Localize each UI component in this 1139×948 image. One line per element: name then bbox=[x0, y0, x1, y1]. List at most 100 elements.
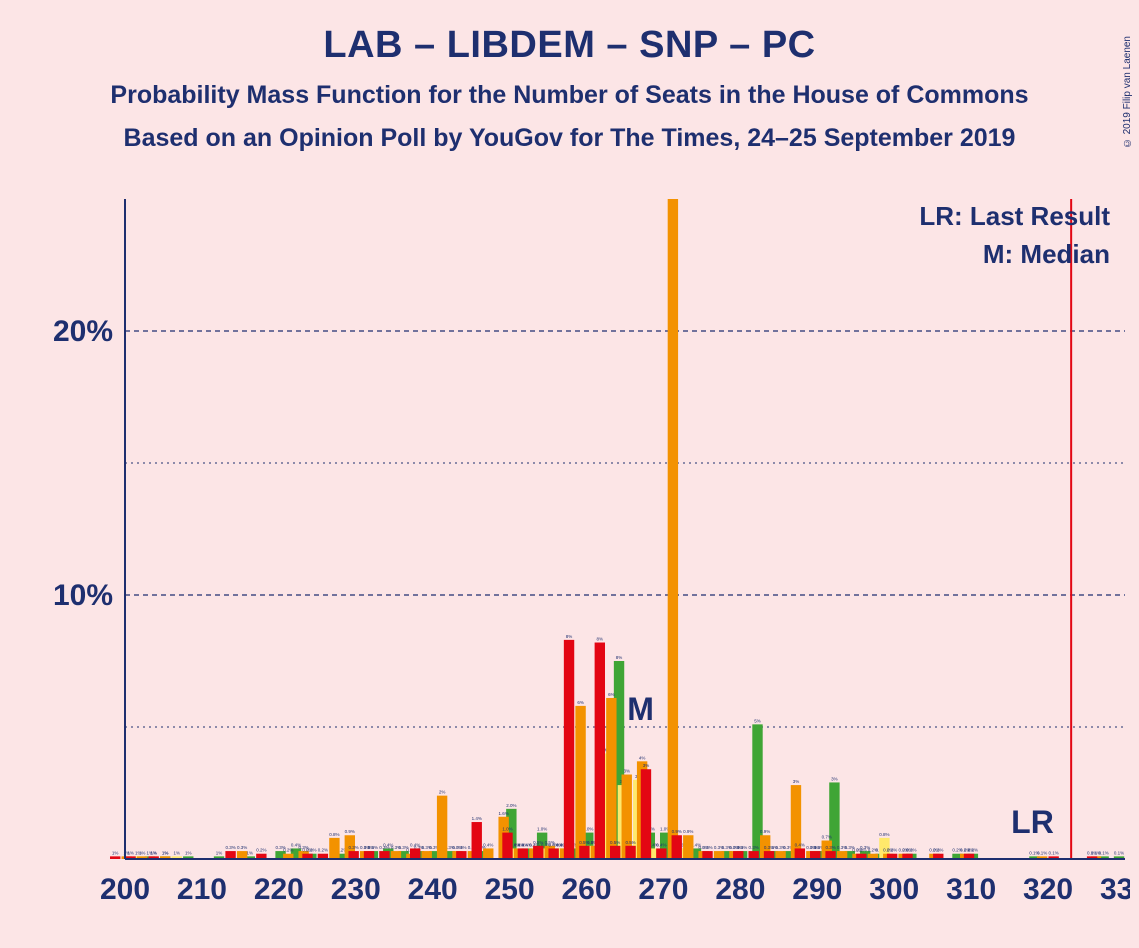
svg-text:3%: 3% bbox=[643, 763, 650, 768]
chart-subtitle-2: Based on an Opinion Poll by YouGov for T… bbox=[0, 124, 1139, 153]
svg-text:0.3%: 0.3% bbox=[714, 845, 724, 850]
svg-text:1%: 1% bbox=[247, 850, 254, 855]
svg-text:230: 230 bbox=[331, 873, 381, 906]
svg-text:3%: 3% bbox=[623, 769, 630, 774]
svg-text:0.3%: 0.3% bbox=[775, 845, 785, 850]
svg-text:270: 270 bbox=[638, 873, 688, 906]
svg-text:6%: 6% bbox=[608, 692, 615, 697]
svg-text:0.3%: 0.3% bbox=[837, 845, 847, 850]
svg-text:1%: 1% bbox=[185, 850, 192, 855]
svg-text:220: 220 bbox=[254, 873, 304, 906]
svg-text:0.2%: 0.2% bbox=[933, 848, 943, 853]
svg-text:0.3%: 0.3% bbox=[702, 845, 712, 850]
svg-text:1%: 1% bbox=[216, 850, 223, 855]
svg-text:0.2%: 0.2% bbox=[318, 848, 328, 853]
svg-text:0.9%: 0.9% bbox=[760, 829, 770, 834]
svg-text:1.0%: 1.0% bbox=[537, 827, 547, 832]
svg-text:280: 280 bbox=[715, 873, 765, 906]
svg-text:8%: 8% bbox=[616, 655, 623, 660]
svg-text:0.7%: 0.7% bbox=[822, 835, 832, 840]
svg-text:0.8%: 0.8% bbox=[329, 832, 339, 837]
svg-text:0.3%: 0.3% bbox=[349, 845, 359, 850]
svg-text:1.6%: 1.6% bbox=[499, 811, 509, 816]
svg-text:0.9%: 0.9% bbox=[345, 829, 355, 834]
svg-text:0.2%: 0.2% bbox=[902, 848, 912, 853]
svg-text:0.3%: 0.3% bbox=[825, 845, 835, 850]
svg-text:4%: 4% bbox=[639, 755, 646, 760]
svg-text:0.2%: 0.2% bbox=[887, 848, 897, 853]
chart-subtitle-1: Probability Mass Function for the Number… bbox=[0, 81, 1139, 110]
svg-text:8%: 8% bbox=[566, 634, 573, 639]
svg-text:0.8%: 0.8% bbox=[879, 832, 889, 837]
svg-text:0.1%: 0.1% bbox=[1114, 850, 1124, 855]
svg-text:1%: 1% bbox=[150, 850, 157, 855]
svg-text:1%: 1% bbox=[139, 850, 146, 855]
svg-text:0.3%: 0.3% bbox=[364, 845, 374, 850]
svg-text:0.1%: 0.1% bbox=[1087, 850, 1097, 855]
svg-text:3%: 3% bbox=[793, 779, 800, 784]
svg-text:0.3%: 0.3% bbox=[749, 845, 759, 850]
svg-text:0.4%: 0.4% bbox=[549, 842, 559, 847]
copyright: © 2019 Filip van Laenen bbox=[1122, 36, 1133, 148]
svg-text:0.3%: 0.3% bbox=[733, 845, 743, 850]
svg-text:0.4%: 0.4% bbox=[410, 842, 420, 847]
median-marker: M bbox=[627, 691, 654, 728]
svg-text:0.3%: 0.3% bbox=[225, 845, 235, 850]
svg-text:3%: 3% bbox=[831, 776, 838, 781]
svg-text:2.0%: 2.0% bbox=[506, 803, 516, 808]
svg-text:0.1%: 0.1% bbox=[1037, 850, 1047, 855]
svg-text:1%: 1% bbox=[173, 850, 180, 855]
svg-text:0.5%: 0.5% bbox=[610, 840, 620, 845]
svg-text:0.5%: 0.5% bbox=[533, 840, 543, 845]
svg-text:0.2%: 0.2% bbox=[283, 848, 293, 853]
svg-text:1.4%: 1.4% bbox=[472, 816, 482, 821]
last-result-marker: LR bbox=[1011, 804, 1054, 841]
svg-text:0.4%: 0.4% bbox=[656, 842, 666, 847]
svg-text:0.3%: 0.3% bbox=[379, 845, 389, 850]
svg-text:260: 260 bbox=[562, 873, 612, 906]
svg-text:210: 210 bbox=[177, 873, 227, 906]
svg-text:8%: 8% bbox=[597, 637, 604, 642]
svg-text:0.3%: 0.3% bbox=[237, 845, 247, 850]
svg-text:2%: 2% bbox=[439, 790, 446, 795]
svg-text:250: 250 bbox=[485, 873, 535, 906]
svg-text:0.3%: 0.3% bbox=[391, 845, 401, 850]
svg-text:290: 290 bbox=[792, 873, 842, 906]
svg-text:0.2%: 0.2% bbox=[856, 848, 866, 853]
svg-text:300: 300 bbox=[869, 873, 919, 906]
svg-text:0.4%: 0.4% bbox=[795, 842, 805, 847]
svg-text:310: 310 bbox=[946, 873, 996, 906]
svg-text:0.5%: 0.5% bbox=[625, 840, 635, 845]
svg-text:0.4%: 0.4% bbox=[483, 842, 493, 847]
svg-text:0.1%: 0.1% bbox=[1049, 850, 1059, 855]
svg-text:0.9%: 0.9% bbox=[683, 829, 693, 834]
svg-text:0.2%: 0.2% bbox=[302, 848, 312, 853]
svg-text:1%: 1% bbox=[162, 850, 169, 855]
chart-title: LAB – LIBDEM – SNP – PC bbox=[0, 24, 1139, 67]
legend-median: M: Median bbox=[983, 239, 1110, 270]
svg-text:0.4%: 0.4% bbox=[518, 842, 528, 847]
svg-text:1%: 1% bbox=[112, 850, 119, 855]
svg-text:330: 330 bbox=[1100, 873, 1130, 906]
svg-text:0.2%: 0.2% bbox=[256, 848, 266, 853]
svg-text:5%: 5% bbox=[754, 718, 761, 723]
svg-text:0.3%: 0.3% bbox=[810, 845, 820, 850]
svg-text:6%: 6% bbox=[577, 700, 584, 705]
svg-text:0.2%: 0.2% bbox=[964, 848, 974, 853]
legend-last-result: LR: Last Result bbox=[919, 201, 1110, 232]
svg-text:0.9%: 0.9% bbox=[672, 829, 682, 834]
svg-text:1%: 1% bbox=[127, 850, 134, 855]
svg-text:320: 320 bbox=[1023, 873, 1073, 906]
svg-text:10%: 10% bbox=[53, 579, 113, 612]
svg-text:0.3%: 0.3% bbox=[764, 845, 774, 850]
chart-area: 10%20%1%1%1%1%1%1%1%1%1%1%1%1%1%1%0.3%0.… bbox=[30, 199, 1130, 919]
svg-text:20%: 20% bbox=[53, 315, 113, 348]
chart-svg: 10%20%1%1%1%1%1%1%1%1%1%1%1%1%1%1%0.3%0.… bbox=[30, 199, 1130, 919]
svg-text:0.2%: 0.2% bbox=[868, 848, 878, 853]
svg-text:0.3%: 0.3% bbox=[422, 845, 432, 850]
svg-text:0.3%: 0.3% bbox=[456, 845, 466, 850]
svg-text:240: 240 bbox=[408, 873, 458, 906]
svg-text:1.0%: 1.0% bbox=[502, 827, 512, 832]
svg-text:0.5%: 0.5% bbox=[579, 840, 589, 845]
svg-text:200: 200 bbox=[100, 873, 150, 906]
